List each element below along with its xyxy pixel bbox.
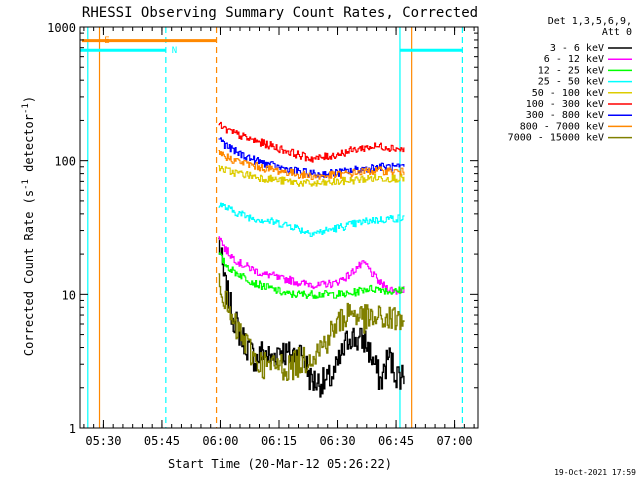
legend-header: Det 1,3,5,6,9, xyxy=(548,16,632,27)
y-tick-label: 1 xyxy=(69,422,76,436)
x-tick-label: 06:45 xyxy=(378,434,414,448)
series-line xyxy=(218,137,405,179)
axes-layer: 05:30 05:45 06:00 06:15 06:30 06:45 07:00 1 10 10… xyxy=(47,21,479,448)
series-line xyxy=(218,236,405,295)
plot-lines: EN xyxy=(80,27,463,428)
x-tick-label: 05:45 xyxy=(144,434,180,448)
x-tick-label: 06:30 xyxy=(319,434,355,448)
x-tick-label: 07:00 xyxy=(437,434,473,448)
legend-label: 3 - 6 keV xyxy=(550,43,604,54)
legend-label: 300 - 800 keV xyxy=(526,110,604,121)
x-tick-label: 06:00 xyxy=(202,434,238,448)
legend-label: 100 - 300 keV xyxy=(526,99,604,110)
legend-label: 50 - 100 keV xyxy=(532,88,604,99)
y-axis-label: Corrected Count Rate (s-1 detector-1) xyxy=(21,96,36,356)
legend-label: 12 - 25 keV xyxy=(538,65,604,76)
series-line xyxy=(218,273,405,381)
legend-label: 800 - 7000 keV xyxy=(520,121,604,132)
y-tick-label: 10 xyxy=(62,288,76,302)
x-tick-label: 05:30 xyxy=(85,434,121,448)
legend-header: Att 0 xyxy=(602,27,632,38)
legend-label: 6 - 12 keV xyxy=(544,54,604,65)
x-axis-label: Start Time (20-Mar-12 05:26:22) xyxy=(168,457,392,471)
flag-annotation: N xyxy=(172,46,177,56)
series-line xyxy=(218,121,405,163)
y-tick-label: 100 xyxy=(54,155,76,169)
series-line xyxy=(218,252,405,299)
series-line xyxy=(218,165,405,187)
chart-title: RHESSI Observing Summary Count Rates, Co… xyxy=(82,5,478,21)
flag-annotation: E xyxy=(104,36,109,46)
series-line xyxy=(218,202,405,238)
series-layer xyxy=(218,121,405,398)
legend-label: 7000 - 15000 keV xyxy=(508,133,604,144)
x-tick-label: 06:15 xyxy=(261,434,297,448)
footer-timestamp: 19-Oct-2021 17:59 xyxy=(554,468,636,477)
legend-label: 25 - 50 keV xyxy=(538,77,604,88)
y-tick-label: 1000 xyxy=(47,21,76,35)
series-line xyxy=(218,149,405,180)
